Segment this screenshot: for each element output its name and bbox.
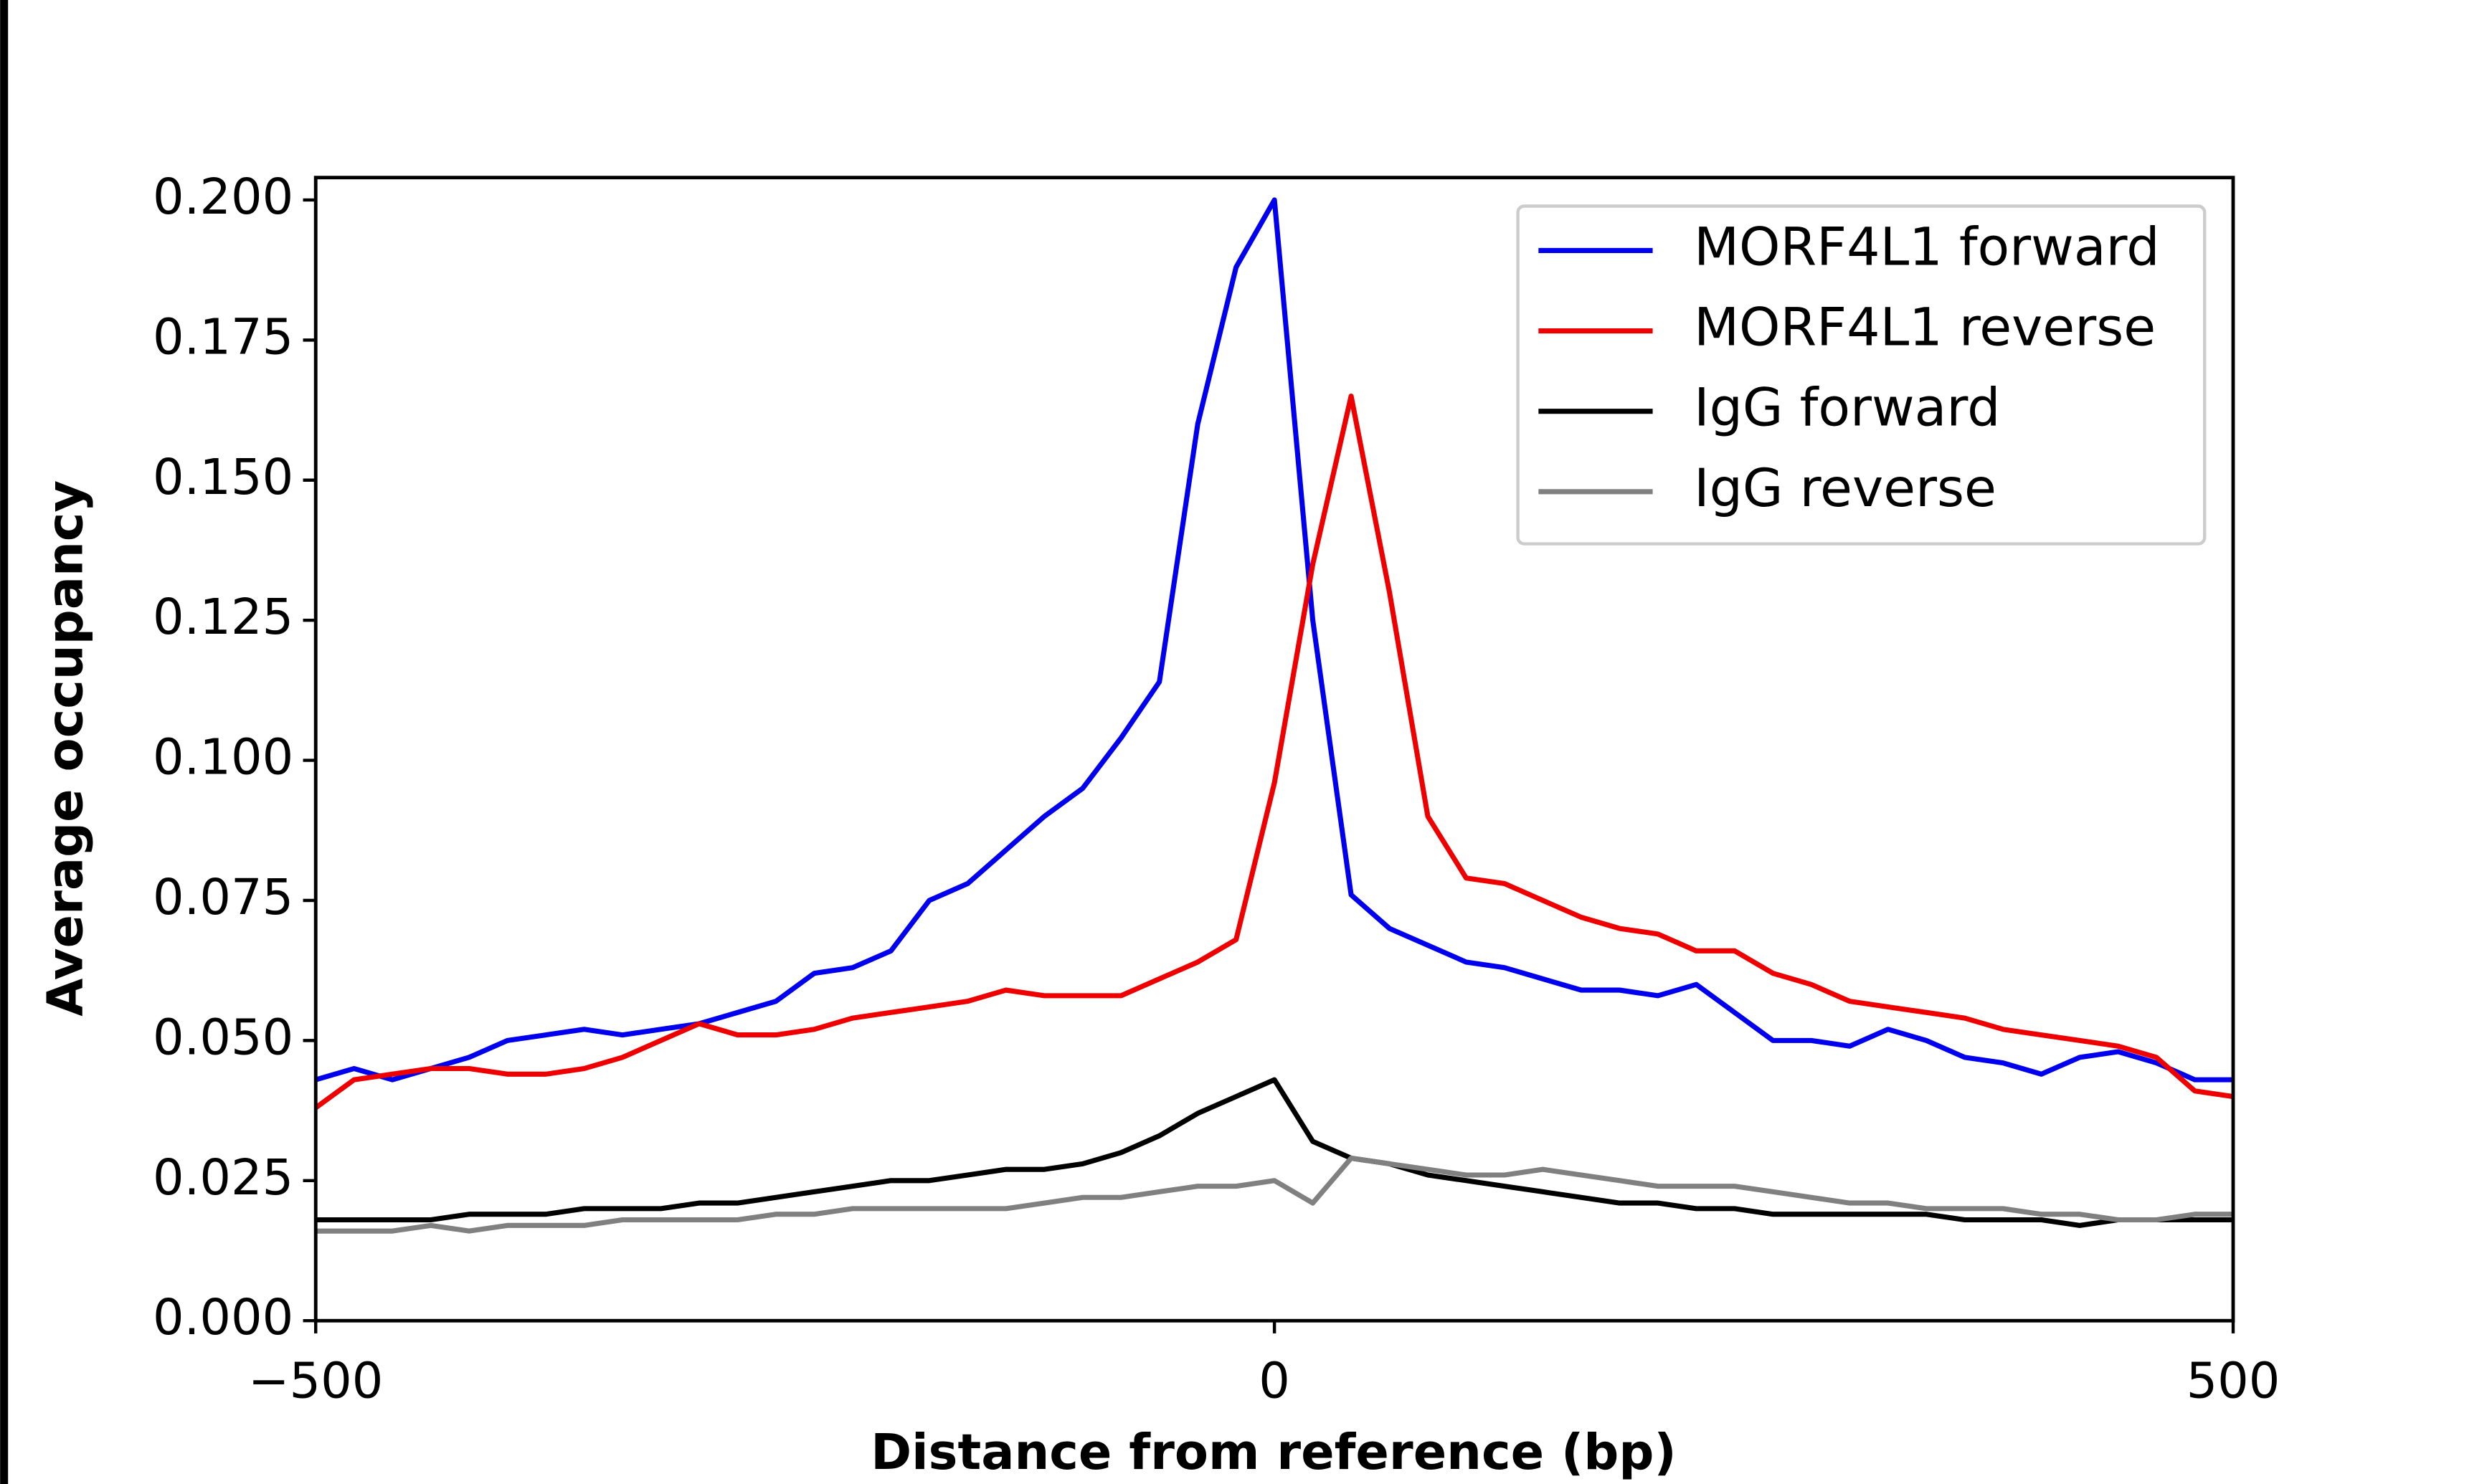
x-tick-label: 0 [1259, 1353, 1290, 1410]
x-axis-label: Distance from reference (bp) [871, 1424, 1677, 1481]
y-tick-label: 0.200 [153, 168, 293, 226]
x-tick-label: 500 [2187, 1353, 2280, 1410]
y-axis-label: Average occupancy [37, 480, 94, 1017]
legend-frame [1516, 204, 2207, 546]
legend-label: IgG reverse [1694, 458, 1996, 519]
series-line [316, 1077, 2234, 1228]
y-tick-label: 0.125 [153, 589, 293, 646]
y-tick-label: 0.050 [153, 1009, 293, 1066]
y-tick-label: 0.100 [153, 729, 293, 786]
x-tick-label: −500 [248, 1353, 383, 1410]
y-tick-label: 0.150 [153, 449, 293, 506]
y-tick-label: 0.000 [153, 1289, 293, 1346]
series-line [316, 197, 2234, 1083]
left-edge [0, 0, 9, 1484]
y-tick-label: 0.025 [153, 1149, 293, 1207]
series-line [316, 1155, 2234, 1234]
legend-label: IgG forward [1694, 378, 2000, 439]
series-line [316, 393, 2234, 1110]
legend-label: MORF4L1 reverse [1694, 298, 2156, 358]
y-tick-label: 0.175 [153, 308, 293, 366]
legend-label: MORF4L1 forward [1694, 217, 2160, 277]
y-tick-label: 0.075 [153, 869, 293, 926]
